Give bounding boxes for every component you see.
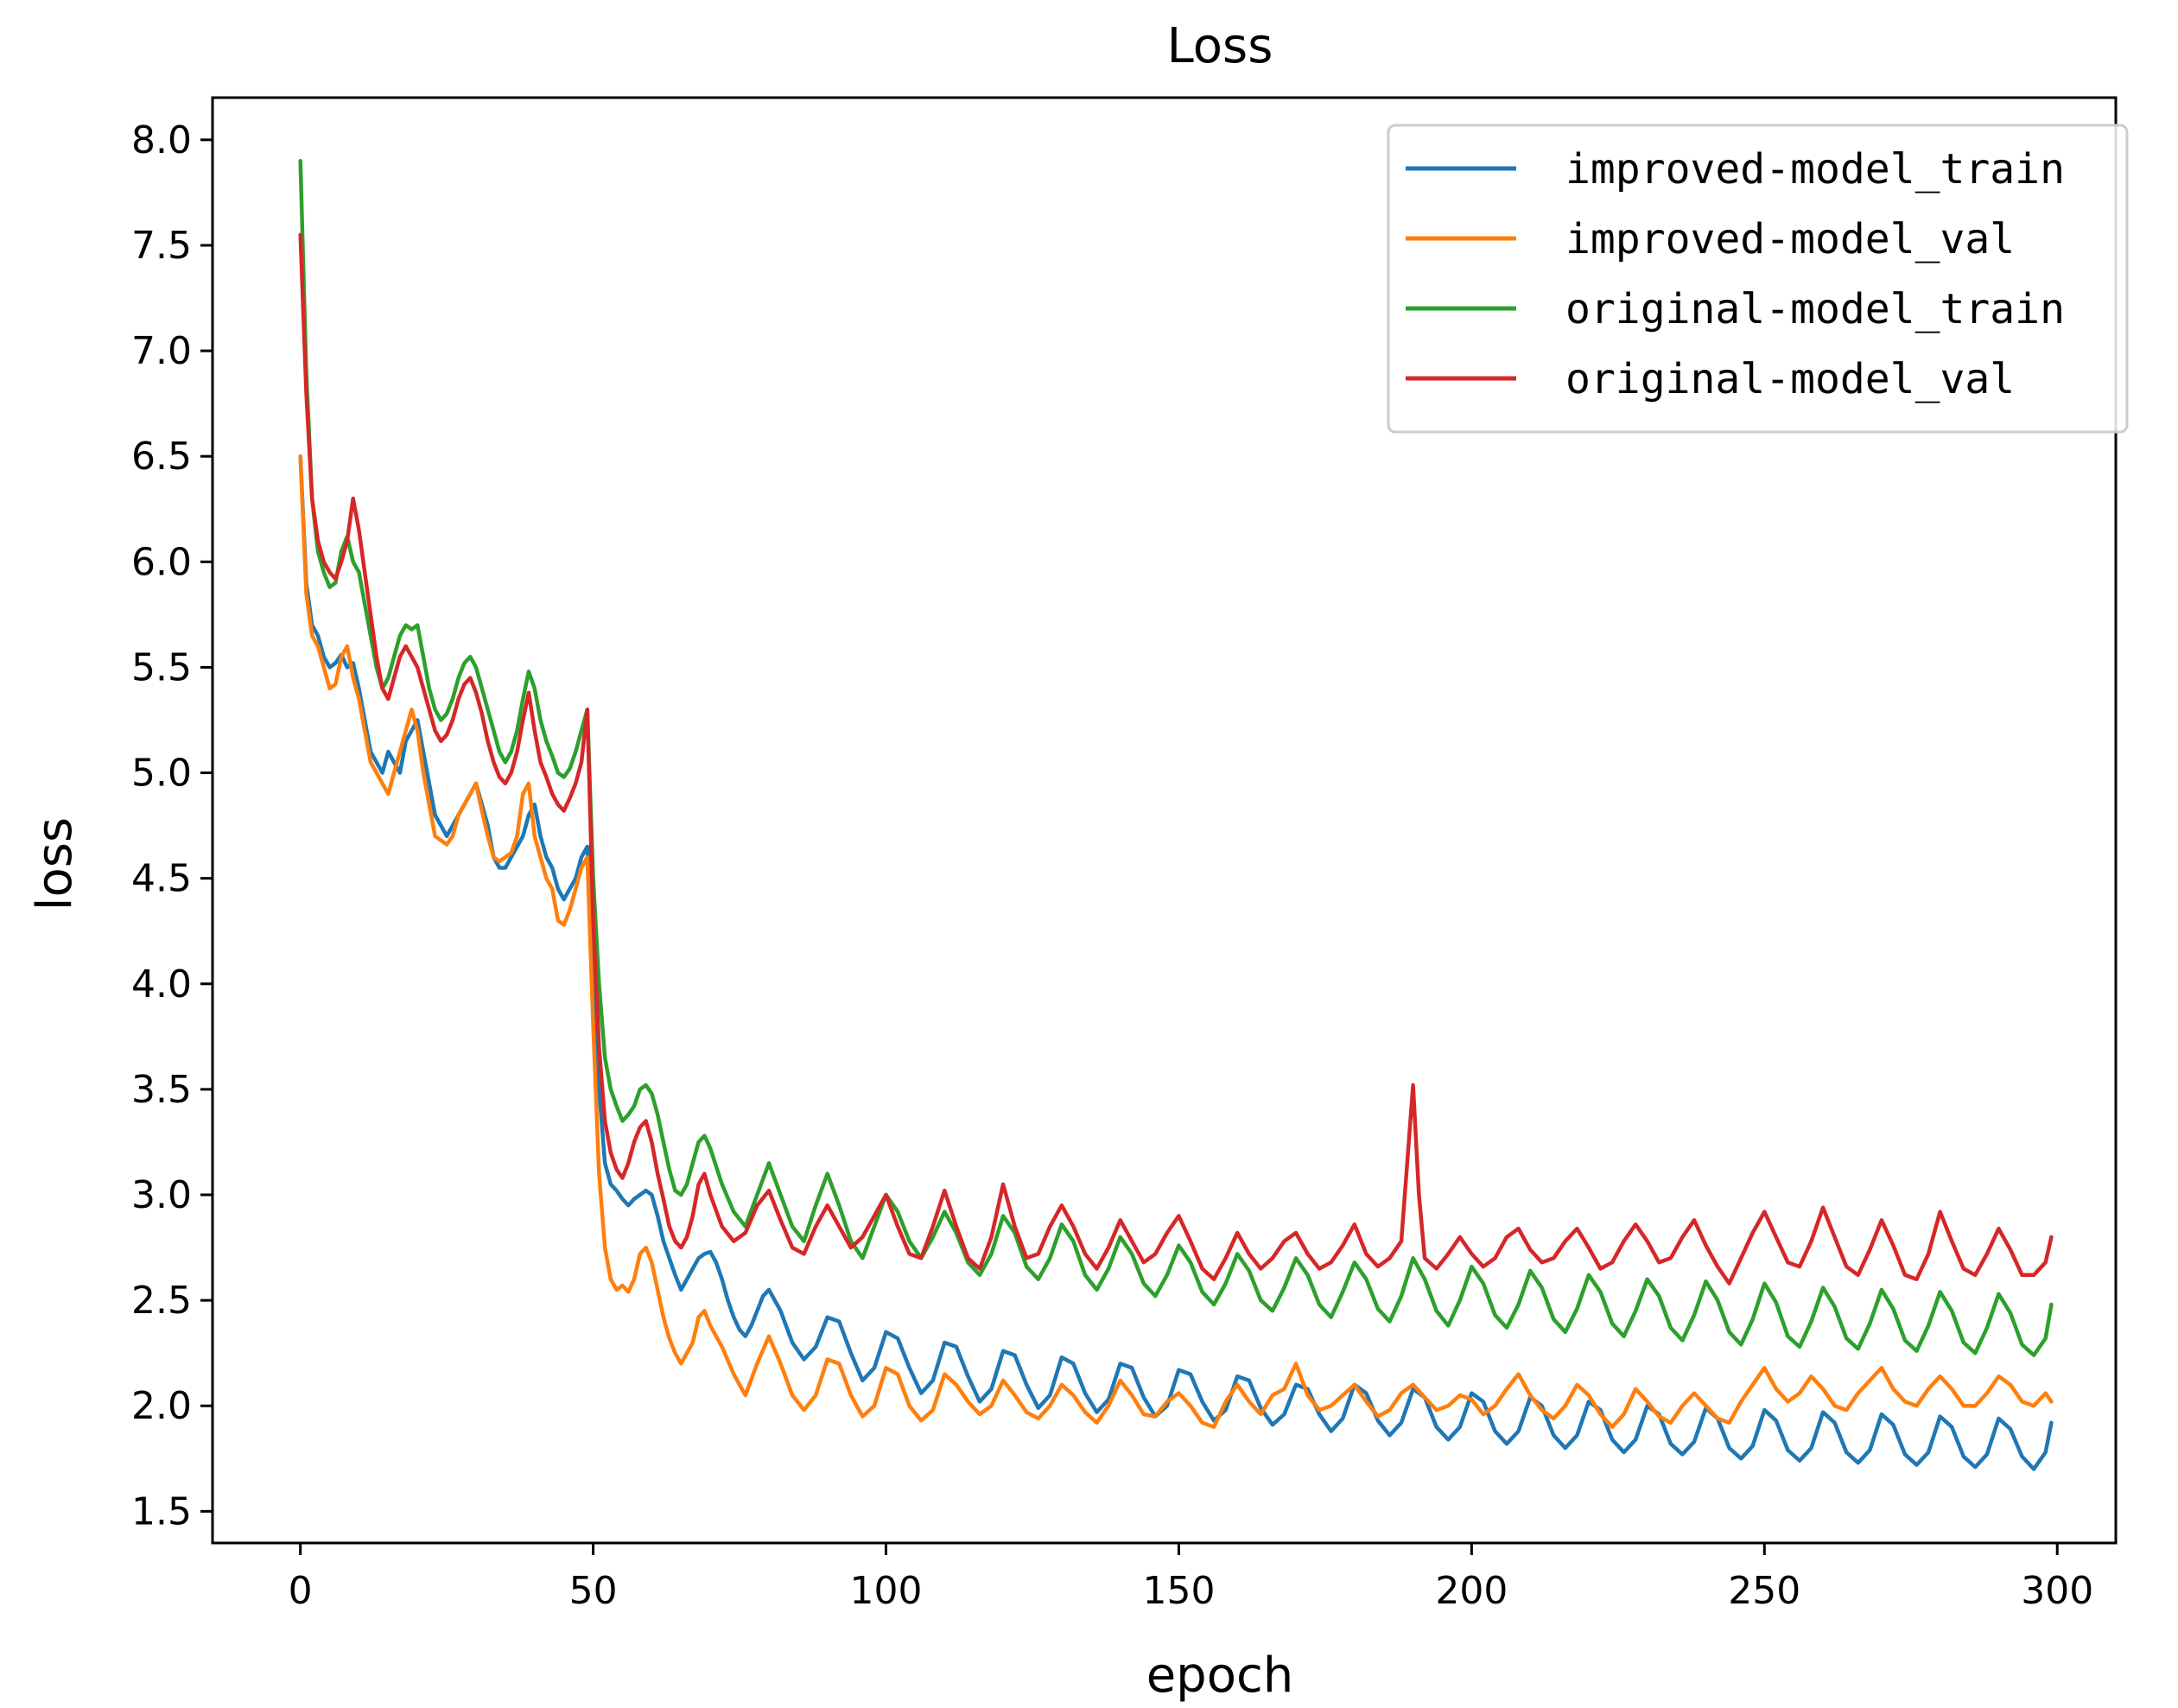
chart-title: Loss [1167, 18, 1273, 74]
x-tick-label: 200 [1435, 1569, 1508, 1613]
series-line-original-model_val [298, 232, 2054, 1286]
y-tick-label: 2.0 [131, 1384, 192, 1428]
y-tick-label: 7.0 [131, 329, 192, 373]
legend-label: original-model_val [1565, 355, 2015, 403]
y-axis: 1.5 2.0 2.5 3.0 3.5 4.0 4.5 5.0 5.5 6.0 6.5 7.0 7.5 8… [131, 118, 213, 1533]
y-tick-label: 8.0 [131, 118, 192, 162]
x-tick-label: 250 [1728, 1569, 1800, 1613]
x-axis-label: epoch [1146, 1648, 1294, 1704]
x-tick-label: 300 [2021, 1569, 2093, 1613]
series-line-improved-model_val [298, 454, 2054, 1429]
y-tick-label: 3.5 [131, 1068, 192, 1112]
series-line-original-model_train [298, 159, 2054, 1357]
plot-lines [298, 159, 2054, 1471]
y-tick-label: 5.0 [131, 752, 192, 796]
legend-label: original-model_train [1565, 285, 2065, 333]
y-tick-label: 1.5 [131, 1489, 192, 1533]
legend-label: improved-model_train [1565, 145, 2065, 194]
y-tick-label: 5.5 [131, 645, 192, 689]
x-tick-label: 100 [850, 1569, 923, 1613]
series-line-improved-model_train [298, 454, 2054, 1471]
y-tick-label: 3.0 [131, 1173, 192, 1217]
y-tick-label: 6.5 [131, 435, 192, 479]
y-tick-label: 7.5 [131, 224, 192, 268]
x-tick-label: 150 [1142, 1569, 1215, 1613]
legend: improved-model_train improved-model_valor… [1387, 124, 2129, 434]
y-axis-label: loss [27, 817, 83, 911]
y-tick-label: 2.5 [131, 1279, 192, 1323]
y-tick-label: 4.0 [131, 962, 192, 1006]
y-tick-label: 6.0 [131, 540, 192, 584]
legend-label: improved-model_val [1565, 215, 2015, 264]
x-axis: 0 50 100 150 200 250 300 [289, 1543, 2093, 1613]
plot-frame [211, 96, 2118, 1545]
x-tick-label: 50 [569, 1569, 618, 1613]
legend-box [1387, 124, 2129, 434]
y-tick-label: 4.5 [131, 857, 192, 901]
x-tick-label: 0 [289, 1569, 313, 1613]
